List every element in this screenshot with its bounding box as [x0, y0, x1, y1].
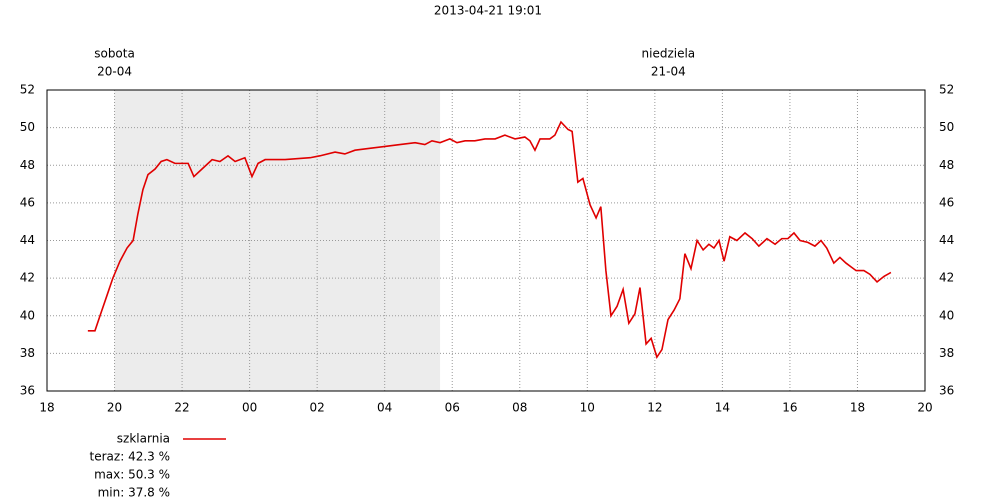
x-tick-label: 14 — [715, 401, 730, 415]
y-tick-label: 44 — [20, 233, 35, 247]
x-tick-label: 22 — [174, 401, 189, 415]
legend-stat: teraz: 42.3 % — [90, 450, 170, 464]
x-tick-label: 00 — [242, 401, 257, 415]
day-date: 20-04 — [97, 65, 132, 79]
x-tick-label: 18 — [850, 401, 865, 415]
y-tick-label: 48 — [20, 158, 35, 172]
day-label: sobota — [94, 47, 135, 61]
night-shade — [114, 90, 441, 391]
legend-stat: min: 37.8 % — [98, 486, 170, 500]
day-label: niedziela — [642, 47, 696, 61]
y2-tick-label: 48 — [939, 158, 954, 172]
y2-tick-label: 42 — [939, 271, 954, 285]
y-tick-label: 52 — [20, 83, 35, 97]
x-tick-label: 10 — [580, 401, 595, 415]
y2-tick-label: 52 — [939, 83, 954, 97]
x-tick-label: 02 — [310, 401, 325, 415]
data-line — [87, 120, 892, 359]
day-date: 21-04 — [651, 65, 686, 79]
legend-stat: max: 50.3 % — [94, 468, 170, 482]
y-tick-label: 42 — [20, 271, 35, 285]
y2-tick-label: 38 — [939, 346, 954, 360]
chart-title: 2013-04-21 19:01 — [434, 4, 542, 18]
y-tick-label: 40 — [20, 308, 35, 322]
y2-tick-label: 46 — [939, 195, 954, 209]
plot-frame — [46, 89, 926, 392]
y2-tick-label: 44 — [939, 233, 954, 247]
y2-tick-label: 36 — [939, 384, 954, 398]
x-tick-label: 08 — [512, 401, 527, 415]
x-tick-label: 12 — [647, 401, 662, 415]
legend-label: szklarnia — [117, 432, 170, 446]
y-tick-label: 50 — [20, 120, 35, 134]
y-tick-label: 38 — [20, 346, 35, 360]
y2-tick-label: 40 — [939, 308, 954, 322]
x-tick-label: 06 — [445, 401, 460, 415]
x-tick-label: 16 — [782, 401, 797, 415]
y-tick-label: 46 — [20, 195, 35, 209]
x-tick-label: 04 — [377, 401, 392, 415]
x-tick-label: 20 — [917, 401, 932, 415]
x-tick-label: 20 — [107, 401, 122, 415]
y-tick-label: 36 — [20, 384, 35, 398]
y2-tick-label: 50 — [939, 120, 954, 134]
x-tick-label: 18 — [39, 401, 54, 415]
